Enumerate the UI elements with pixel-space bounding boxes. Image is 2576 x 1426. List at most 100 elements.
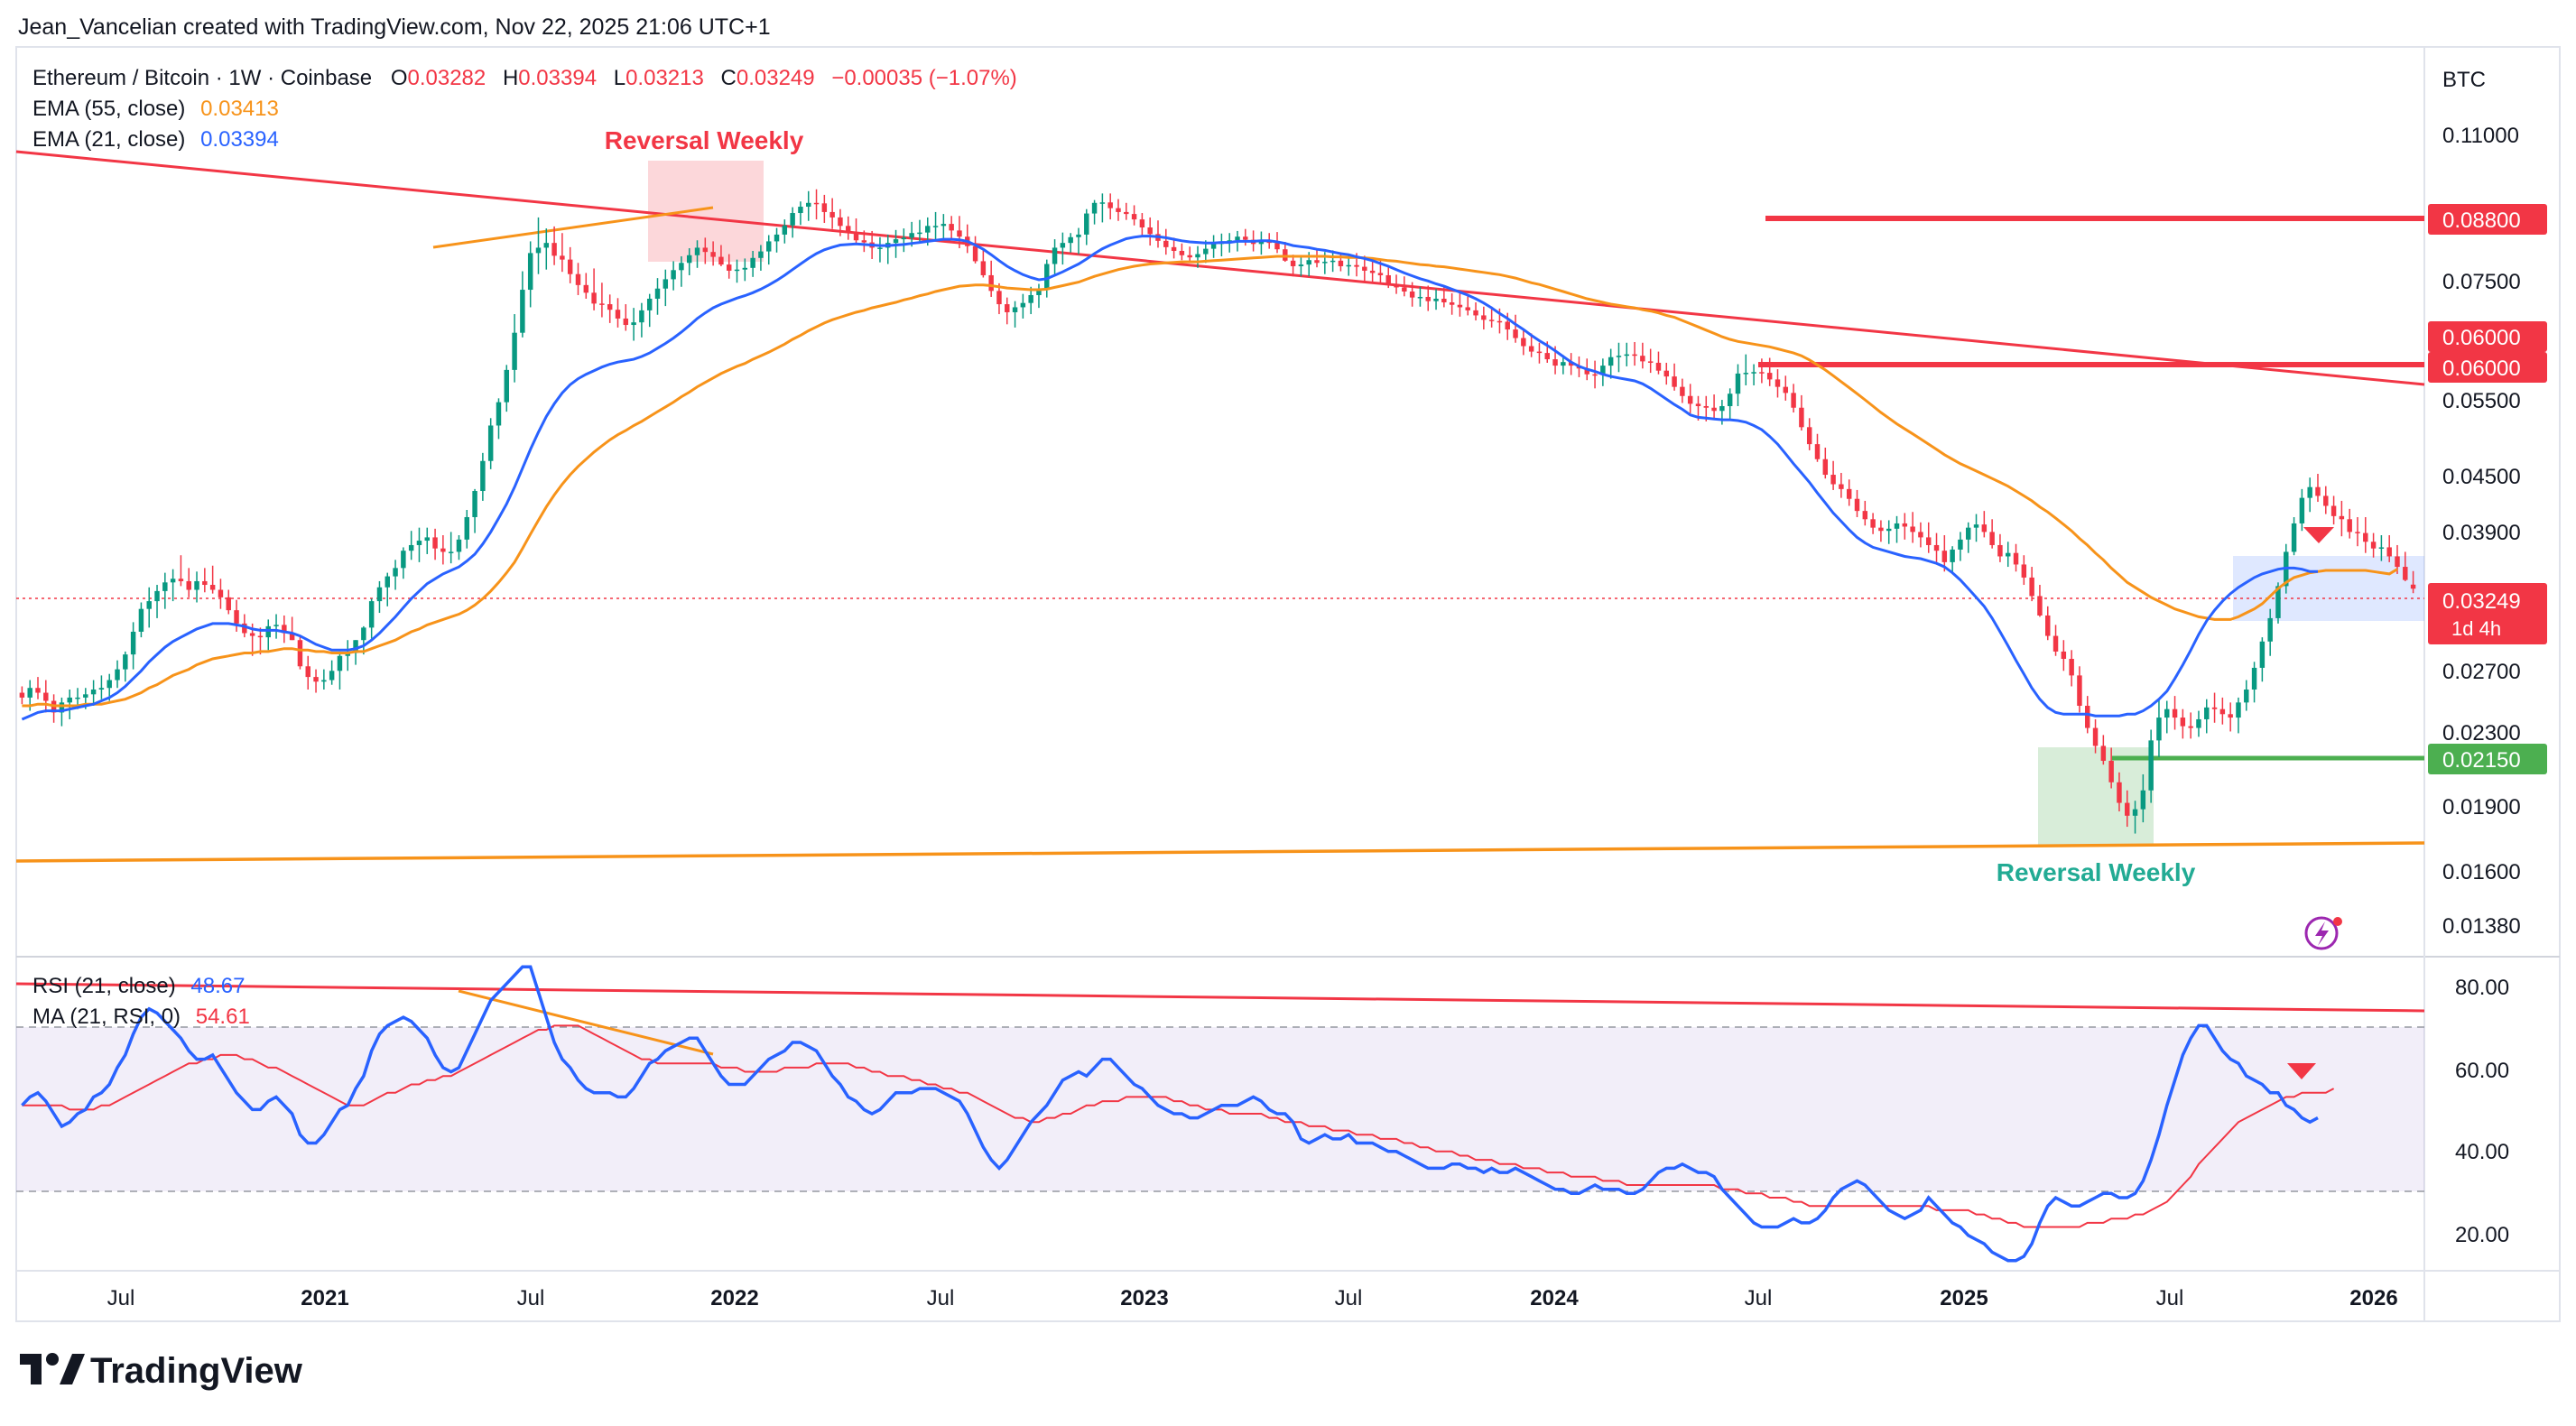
- level-label-bg: [2428, 744, 2547, 774]
- price-tick: 0.03900: [2442, 521, 2521, 545]
- candle: [1521, 338, 1526, 347]
- candle: [1131, 214, 1137, 220]
- candle: [1394, 283, 1399, 288]
- candle: [1766, 373, 1773, 380]
- candle: [679, 263, 684, 271]
- candle: [2339, 515, 2345, 520]
- candle: [1417, 296, 1423, 299]
- rsi-axis[interactable]: 80.00 60.00 40.00 20.00: [2455, 976, 2509, 1247]
- candle: [226, 597, 231, 611]
- ohlc-close-key: C: [721, 66, 737, 90]
- candle: [1830, 475, 1836, 485]
- candle: [972, 245, 978, 262]
- candle: [1481, 315, 1487, 320]
- candle: [1989, 532, 1995, 545]
- candle: [1147, 227, 1153, 235]
- candle: [1449, 302, 1455, 305]
- candle: [2204, 707, 2210, 719]
- candle: [663, 279, 669, 289]
- time-tick: Jul: [1745, 1286, 1773, 1310]
- legend-rsi: RSI (21, close) 48.67: [32, 974, 245, 998]
- candle: [782, 225, 788, 235]
- candle: [1068, 236, 1073, 244]
- candle: [774, 234, 780, 242]
- candle: [1870, 519, 1876, 528]
- candle: [520, 290, 525, 333]
- candle: [496, 402, 502, 426]
- rsi-resistance-line: [15, 982, 2425, 1013]
- candle: [376, 587, 383, 602]
- candle: [35, 688, 41, 693]
- rsi-ma-value: 54.61: [196, 1005, 250, 1029]
- candle: [1663, 370, 1670, 377]
- time-tick: 2026: [2349, 1286, 2397, 1310]
- candle: [654, 288, 661, 299]
- credit-text: Jean_Vancelian created with TradingView.…: [18, 14, 771, 40]
- candle: [1536, 351, 1543, 354]
- candle: [2156, 718, 2162, 741]
- price-tick: 0.02700: [2442, 660, 2521, 684]
- change-value: −0.00035 (−1.07%): [831, 66, 1017, 90]
- logo-mark-slash: [60, 1354, 85, 1384]
- candle: [790, 213, 795, 226]
- rsi-tick: 60.00: [2455, 1059, 2509, 1083]
- candle: [527, 253, 533, 291]
- candle: [432, 537, 438, 549]
- candle: [130, 631, 136, 655]
- candle: [957, 230, 962, 237]
- price-axis[interactable]: BTC 0.11000 0.07500 0.05500 0.04500 0.03…: [2428, 68, 2547, 939]
- candle: [385, 576, 390, 588]
- candle: [758, 251, 764, 258]
- candle: [178, 579, 184, 581]
- ohlc-low-key: L: [614, 66, 625, 90]
- time-tick: Jul: [927, 1286, 955, 1310]
- candle: [416, 541, 422, 545]
- reversal-top-label: Reversal Weekly: [605, 126, 804, 154]
- candle: [1568, 362, 1574, 366]
- candle: [1647, 361, 1654, 363]
- candle: [2259, 641, 2266, 668]
- candle: [289, 633, 295, 641]
- candle: [591, 292, 597, 304]
- candle: [615, 310, 621, 319]
- candle: [2085, 706, 2090, 728]
- candle: [1528, 346, 1534, 352]
- candle: [123, 654, 128, 670]
- candle: [2236, 702, 2241, 718]
- candle: [813, 202, 820, 205]
- candle: [2188, 726, 2193, 728]
- candle: [456, 539, 462, 552]
- candle: [273, 625, 279, 626]
- rsi-divergence-line: [458, 989, 714, 1056]
- ohlc-open-value: 0.03282: [408, 66, 486, 90]
- rsi-legend[interactable]: RSI (21, close) 48.67 MA (21, RSI, 0) 54…: [32, 974, 250, 1029]
- candle: [2378, 547, 2385, 549]
- candle: [2275, 586, 2281, 618]
- candle: [750, 257, 755, 268]
- rsi-label: RSI (21, close): [32, 974, 176, 998]
- candle: [1719, 405, 1725, 412]
- level-label-bg: [2428, 352, 2547, 383]
- lightning-icon[interactable]: [2304, 916, 2342, 950]
- candle: [2291, 523, 2297, 552]
- candle: [726, 264, 732, 271]
- candle: [1369, 270, 1376, 273]
- candle: [242, 623, 247, 634]
- candle: [2132, 809, 2138, 816]
- candle: [209, 585, 216, 590]
- time-axis[interactable]: Jul 2021 Jul 2022 Jul 2023 Jul 2024 Jul …: [107, 1286, 2398, 1310]
- candle: [2267, 617, 2273, 642]
- candle: [487, 425, 494, 461]
- candle: [313, 677, 319, 682]
- level-label: 0.06000: [2442, 356, 2521, 381]
- candle: [2370, 542, 2377, 549]
- legend[interactable]: Ethereum / Bitcoin · 1W · Coinbase O0.03…: [32, 66, 1017, 152]
- time-tick: 2024: [1530, 1286, 1579, 1310]
- candle: [1210, 244, 1217, 249]
- candle: [838, 217, 843, 227]
- candle: [1258, 241, 1265, 245]
- ema55-value: 0.03413: [200, 97, 279, 121]
- candle: [1680, 386, 1685, 396]
- candle: [1036, 288, 1042, 295]
- candle: [234, 610, 239, 624]
